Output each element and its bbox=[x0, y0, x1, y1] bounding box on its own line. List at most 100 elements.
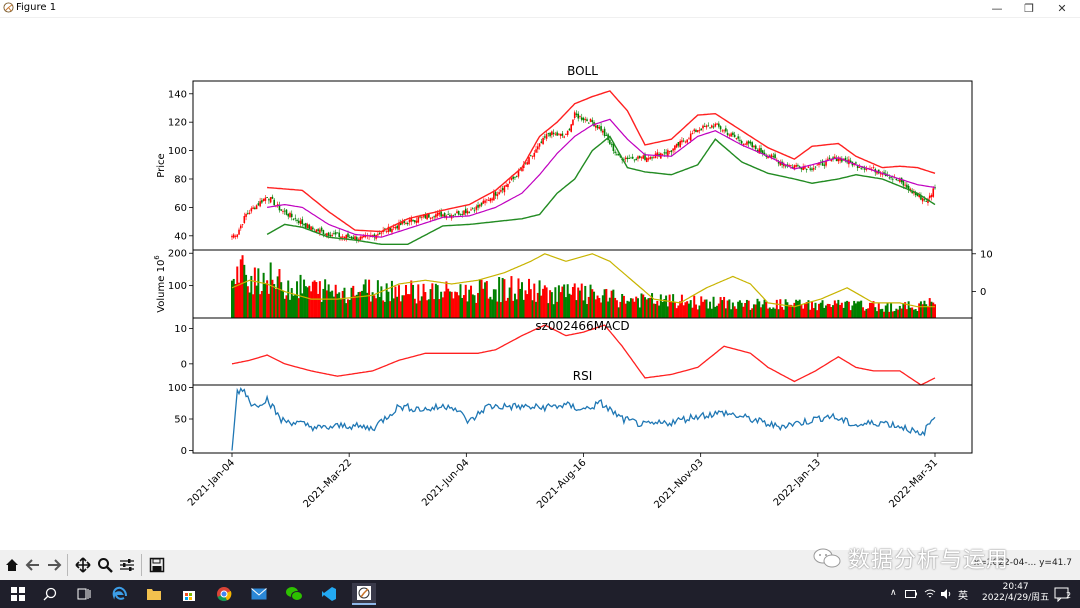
figure-canvas: 406080100120140BOLLPrice100200010Volume … bbox=[153, 64, 993, 511]
candle-body bbox=[551, 131, 553, 135]
python-figure-button[interactable] bbox=[352, 583, 376, 605]
candle-body bbox=[331, 234, 333, 236]
candle-body bbox=[855, 162, 857, 164]
candle-body bbox=[932, 188, 935, 197]
volume-bar bbox=[399, 301, 402, 318]
candle-body bbox=[547, 133, 550, 134]
forward-button[interactable] bbox=[44, 554, 64, 576]
vscode-button[interactable] bbox=[317, 583, 341, 605]
configure-subplots-button[interactable] bbox=[117, 554, 137, 576]
volume-bar bbox=[238, 282, 241, 318]
task-view-button[interactable] bbox=[72, 583, 96, 605]
candle-body bbox=[888, 177, 891, 179]
candle-body bbox=[573, 112, 576, 119]
volume-bar bbox=[742, 306, 745, 318]
volume-bar bbox=[338, 292, 341, 318]
volume-bar bbox=[622, 295, 625, 318]
candle-body bbox=[401, 221, 404, 224]
candle-body bbox=[517, 170, 520, 177]
candle-body bbox=[568, 128, 571, 131]
rsi-axes-frame bbox=[192, 384, 973, 454]
volume-bar bbox=[452, 298, 455, 318]
candle-body bbox=[768, 155, 771, 158]
candle-body bbox=[468, 211, 471, 213]
candle-body bbox=[818, 162, 820, 166]
volume-bar bbox=[691, 307, 694, 318]
volume-bar bbox=[278, 269, 281, 318]
volume-bar bbox=[883, 311, 886, 318]
system-clock[interactable]: 20:47 2022/4/29/周五 bbox=[982, 582, 1049, 604]
candle-body bbox=[312, 227, 314, 230]
volume-bar bbox=[394, 286, 397, 318]
volume-bar bbox=[373, 295, 376, 318]
volume-bar bbox=[246, 286, 249, 318]
volume-bar bbox=[777, 309, 780, 318]
maximize-button[interactable]: ❐ bbox=[1024, 2, 1034, 15]
volume-bar bbox=[434, 283, 437, 318]
input-method-indicator[interactable]: 英 bbox=[958, 591, 968, 602]
battery-icon[interactable] bbox=[905, 589, 917, 599]
candle-body bbox=[777, 161, 780, 164]
store-button[interactable] bbox=[177, 583, 201, 605]
candle-body bbox=[392, 226, 395, 228]
volume-bar bbox=[578, 290, 581, 318]
candle-body bbox=[384, 228, 386, 230]
candle-body bbox=[461, 214, 464, 215]
volume-bar bbox=[842, 307, 845, 318]
volume-bar bbox=[779, 299, 782, 318]
volume-bar bbox=[575, 300, 578, 318]
volume-bar bbox=[765, 302, 768, 318]
volume-bar bbox=[923, 300, 926, 318]
pan-button[interactable] bbox=[73, 554, 93, 576]
back-button[interactable] bbox=[23, 554, 43, 576]
candle-body bbox=[426, 214, 428, 220]
network-icon[interactable] bbox=[924, 588, 936, 600]
save-button[interactable] bbox=[147, 554, 167, 576]
mail-button[interactable] bbox=[247, 583, 271, 605]
volume-bar bbox=[668, 294, 671, 318]
candle-body bbox=[305, 223, 307, 228]
volume-bar bbox=[682, 305, 685, 318]
search-button[interactable] bbox=[38, 583, 62, 605]
volume-bar bbox=[712, 296, 715, 318]
wechat-button[interactable] bbox=[282, 583, 306, 605]
candle-body bbox=[297, 220, 300, 224]
home-button[interactable] bbox=[2, 554, 22, 576]
candle-body bbox=[361, 236, 363, 239]
show-hidden-icons[interactable]: ∧ bbox=[890, 588, 897, 598]
volume-bar bbox=[587, 296, 590, 318]
close-button[interactable]: ✕ bbox=[1057, 2, 1067, 15]
volume-bar bbox=[803, 303, 806, 318]
volume-bar bbox=[332, 296, 335, 318]
volume-bar bbox=[468, 289, 471, 318]
zoom-button[interactable] bbox=[95, 554, 115, 576]
edge-button[interactable] bbox=[108, 583, 132, 605]
volume-icon[interactable] bbox=[940, 588, 952, 600]
file-explorer-button[interactable] bbox=[142, 583, 166, 605]
volume-bar bbox=[454, 291, 457, 318]
candle-body bbox=[718, 123, 720, 127]
volume-bar bbox=[290, 288, 293, 318]
chrome-button[interactable] bbox=[212, 583, 236, 605]
volume-bar bbox=[921, 304, 924, 318]
volume-bar bbox=[891, 311, 894, 318]
cursor-coordinates: x=2022-04-... y=41.7 bbox=[973, 558, 1072, 568]
candle-body bbox=[624, 157, 627, 159]
candle-body bbox=[913, 192, 915, 194]
candle-body bbox=[834, 156, 836, 159]
candle-body bbox=[779, 162, 782, 166]
volume-bar bbox=[274, 289, 277, 318]
volume-bar bbox=[470, 285, 473, 318]
volume-bar bbox=[475, 302, 478, 318]
notification-button[interactable]: 2 bbox=[1050, 583, 1074, 605]
candle-body bbox=[440, 211, 442, 217]
volume-bar bbox=[926, 306, 929, 318]
volume-bar bbox=[744, 303, 747, 318]
start-button[interactable] bbox=[6, 583, 30, 605]
volume-bar bbox=[696, 309, 699, 318]
volume-bar bbox=[552, 304, 555, 318]
volume-bar bbox=[357, 292, 360, 318]
minimize-button[interactable]: — bbox=[991, 2, 1003, 15]
candle-body bbox=[535, 149, 537, 153]
volume-bar bbox=[542, 288, 545, 318]
